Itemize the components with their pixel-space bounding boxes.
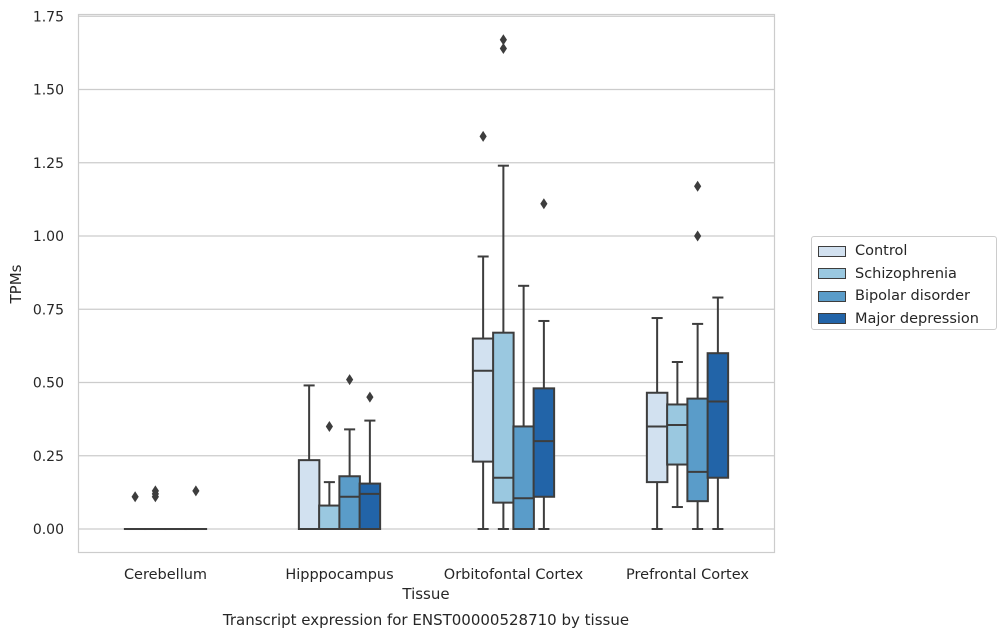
legend-swatch-bipolar-disorder — [818, 290, 846, 302]
box-body — [645, 391, 669, 484]
box-body — [338, 475, 361, 531]
outlier-point — [151, 485, 159, 497]
y-tick-label: 1.50 — [33, 83, 64, 99]
legend-label-schizophrenia: Schizophrenia — [855, 265, 957, 282]
legend-label-major-depression: Major depression — [855, 310, 979, 327]
chart-title: Transcript expression for ENST0000052871… — [222, 611, 629, 629]
y-tick-label: 1.25 — [33, 156, 64, 172]
outlier-point — [192, 485, 200, 497]
y-tick-label: 0.50 — [33, 376, 64, 392]
box-control-prefrontal-cortex — [645, 317, 669, 530]
x-axis-label: Tissue — [401, 585, 449, 603]
gridlines — [78, 15, 775, 530]
box-schizophrenia-prefrontal-cortex — [666, 360, 689, 509]
legend-item-major-depression: Major depression — [818, 308, 996, 331]
y-axis-label: TPMs — [7, 264, 25, 304]
x-tick-label: Orbitofontal Cortex — [444, 567, 584, 583]
y-tick-label: 0.00 — [33, 522, 64, 538]
box-body — [532, 387, 556, 498]
box-control-hipppocampus — [297, 384, 321, 530]
boxes — [123, 34, 730, 531]
y-tick-labels: 0.00 0.25 0.50 0.75 1.00 1.25 1.50 1.75 — [33, 9, 64, 538]
box-major-depression-cerebellum — [184, 485, 208, 531]
box-schizophrenia-hipppocampus — [318, 420, 341, 530]
legend-label-control: Control — [855, 243, 908, 260]
box-bipolar-disorder-orbitofontal-cortex — [512, 284, 535, 531]
box-body — [318, 504, 341, 530]
box-body — [358, 482, 382, 530]
legend-item-control: Control — [818, 240, 996, 263]
x-tick-labels: Cerebellum Hipppocampus Orbitofontal Corte… — [124, 567, 749, 583]
box-control-orbitofontal-cortex — [471, 130, 495, 530]
box-body — [686, 397, 709, 503]
y-tick-label: 1.75 — [33, 9, 64, 25]
y-tick-label: 1.00 — [33, 229, 64, 245]
outlier-point — [131, 491, 139, 503]
outlier-point — [479, 130, 487, 142]
outlier-point — [346, 374, 354, 386]
legend-swatch-schizophrenia — [818, 268, 846, 280]
legend: Control Schizophrenia Bipolar disorder M… — [811, 236, 997, 330]
box-body — [471, 337, 495, 463]
legend-swatch-control — [818, 245, 846, 257]
x-tick-label: Prefrontal Cortex — [626, 567, 749, 583]
outlier-point — [694, 230, 702, 242]
plot-frame — [77, 13, 776, 554]
box-schizophrenia-cerebellum — [144, 485, 167, 531]
outlier-point — [694, 180, 702, 192]
outlier-point — [540, 198, 548, 210]
legend-label-bipolar-disorder: Bipolar disorder — [855, 288, 970, 305]
legend-item-schizophrenia: Schizophrenia — [818, 263, 996, 286]
x-tick-label: Hipppocampus — [285, 567, 393, 583]
box-bipolar-disorder-hipppocampus — [338, 374, 361, 531]
box-control-cerebellum — [123, 491, 147, 531]
box-body — [492, 331, 515, 504]
outlier-point — [499, 34, 507, 46]
box-schizophrenia-orbitofontal-cortex — [492, 34, 515, 530]
box-bipolar-disorder-prefrontal-cortex — [686, 180, 709, 530]
box-body — [512, 425, 535, 531]
x-tick-label: Cerebellum — [124, 567, 207, 583]
legend-item-bipolar-disorder: Bipolar disorder — [818, 285, 996, 308]
y-tick-label: 0.75 — [33, 302, 64, 318]
box-body — [666, 403, 689, 466]
legend-swatch-major-depression — [818, 313, 846, 325]
outlier-point — [366, 391, 374, 403]
box-body — [706, 352, 730, 479]
box-major-depression-prefrontal-cortex — [706, 296, 730, 530]
outlier-point — [499, 42, 507, 54]
box-body — [297, 459, 321, 530]
box-major-depression-hipppocampus — [358, 391, 382, 530]
box-major-depression-orbitofontal-cortex — [532, 198, 556, 530]
y-tick-label: 0.25 — [33, 449, 64, 465]
outlier-point — [325, 420, 333, 432]
